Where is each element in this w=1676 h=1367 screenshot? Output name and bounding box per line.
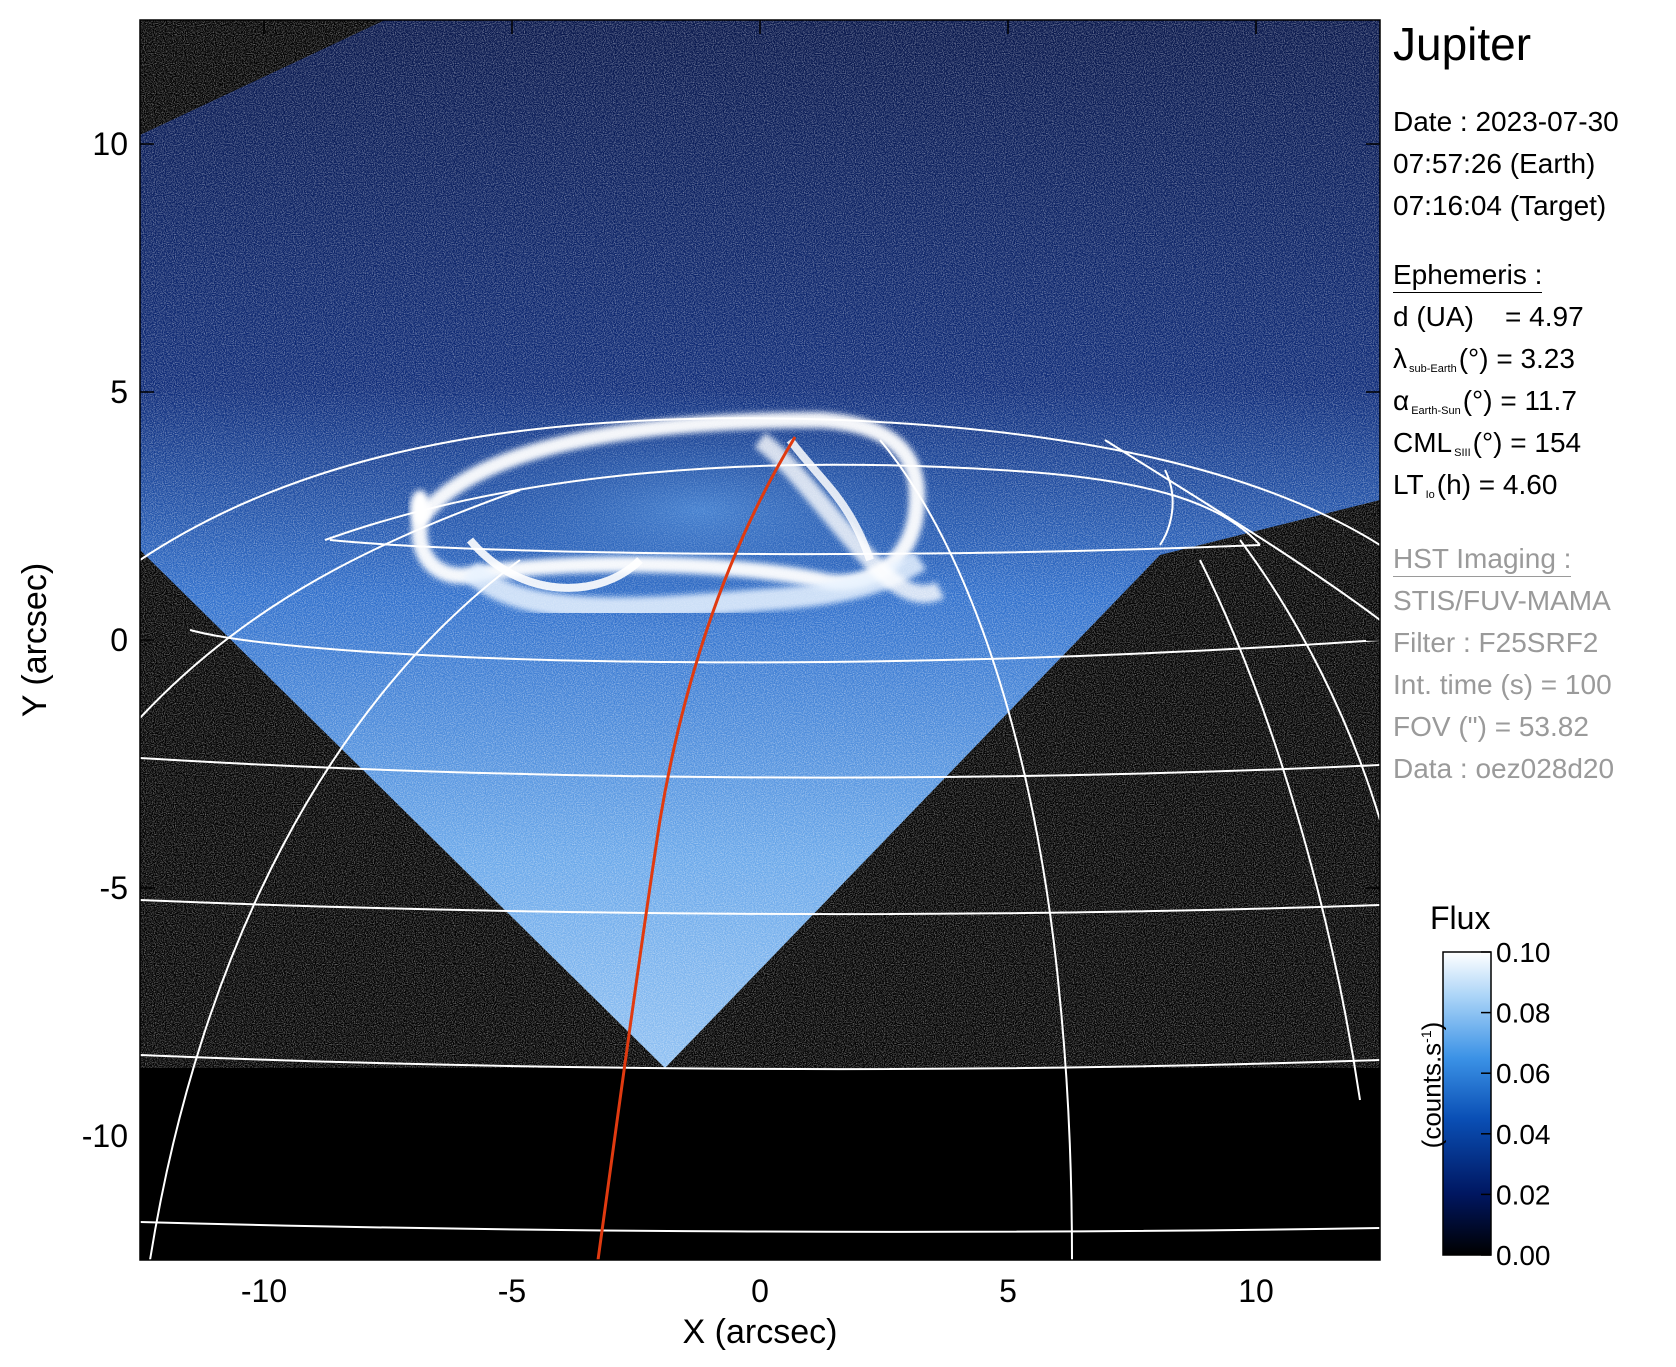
auroral-oval xyxy=(380,390,1020,630)
y-tick-label: 0 xyxy=(110,622,128,658)
date-line: Date : 2023-07-30 xyxy=(1393,106,1619,137)
phase-angle-row: α Earth-Sun(°) = 11.7 xyxy=(1393,385,1577,417)
y-tick-label: 10 xyxy=(92,126,128,162)
x-tick-label: 5 xyxy=(999,1273,1017,1309)
image-area xyxy=(140,20,1380,1260)
sub-earth-latitude-row: λ sub-Earth(°) = 3.23 xyxy=(1393,343,1575,375)
reference-meridian-trace xyxy=(596,436,797,1260)
colorbar-tick-label: 0.02 xyxy=(1496,1179,1551,1210)
colorbar-tick-label: 0.04 xyxy=(1496,1119,1551,1150)
observation-info: Date : 2023-07-30 07:57:26 (Earth) 07:16… xyxy=(1393,101,1619,227)
time-target: 07:16:04 (Target) xyxy=(1393,190,1607,221)
integration-time: Int. time (s) = 100 xyxy=(1393,669,1612,700)
y-axis-ticks: -10 -5 0 5 10 xyxy=(82,126,1380,1154)
instrument: STIS/FUV-MAMA xyxy=(1393,585,1611,616)
y-tick-label: -10 xyxy=(82,1118,128,1154)
ephemeris-block: Ephemeris : d (UA) = 4.97 λ sub-Earth(°) … xyxy=(1393,254,1584,506)
cml-row: CML SIII(°) = 154 xyxy=(1393,427,1582,459)
local-time-io-row: LT Io(h) = 4.60 xyxy=(1393,469,1558,501)
time-earth: 07:57:26 (Earth) xyxy=(1393,148,1596,179)
hst-imaging-block: HST Imaging : STIS/FUV-MAMA Filter : F25… xyxy=(1393,538,1614,790)
planet-title: Jupiter xyxy=(1393,18,1532,70)
y-tick-label: 5 xyxy=(110,374,128,410)
colorbar-tick-label: 0.08 xyxy=(1496,998,1551,1029)
x-tick-label: 10 xyxy=(1238,1273,1274,1309)
x-axis-ticks: -10 -5 0 5 10 xyxy=(241,20,1274,1309)
dataset-id: Data : oez028d20 xyxy=(1393,753,1615,784)
colorbar-tick-label: 0.06 xyxy=(1496,1058,1551,1089)
distance-row: d (UA) = 4.97 xyxy=(1393,301,1584,332)
colorbar-title: Flux xyxy=(1430,900,1491,936)
planet-grid xyxy=(140,417,1380,1260)
colorbar-unit: (counts.s-1) xyxy=(1416,1021,1447,1149)
y-tick-label: -5 xyxy=(100,870,128,906)
colorbar xyxy=(1442,951,1492,1256)
x-tick-label: -5 xyxy=(498,1273,526,1309)
hst-header: HST Imaging : xyxy=(1393,542,1572,577)
x-axis-label: X (arcsec) xyxy=(683,1313,838,1351)
x-tick-label: 0 xyxy=(751,1273,769,1309)
y-axis-label: Y (arcsec) xyxy=(16,563,54,717)
filter: Filter : F25SRF2 xyxy=(1393,627,1599,658)
colorbar-ticks: 0.00 0.02 0.04 0.06 0.08 0.10 xyxy=(1481,937,1551,1271)
ephemeris-header: Ephemeris : xyxy=(1393,258,1543,293)
x-tick-label: -10 xyxy=(241,1273,287,1309)
colorbar-tick-label: 0.00 xyxy=(1496,1240,1551,1271)
colorbar-tick-label: 0.10 xyxy=(1496,937,1551,968)
field-of-view: FOV (") = 53.82 xyxy=(1393,711,1589,742)
